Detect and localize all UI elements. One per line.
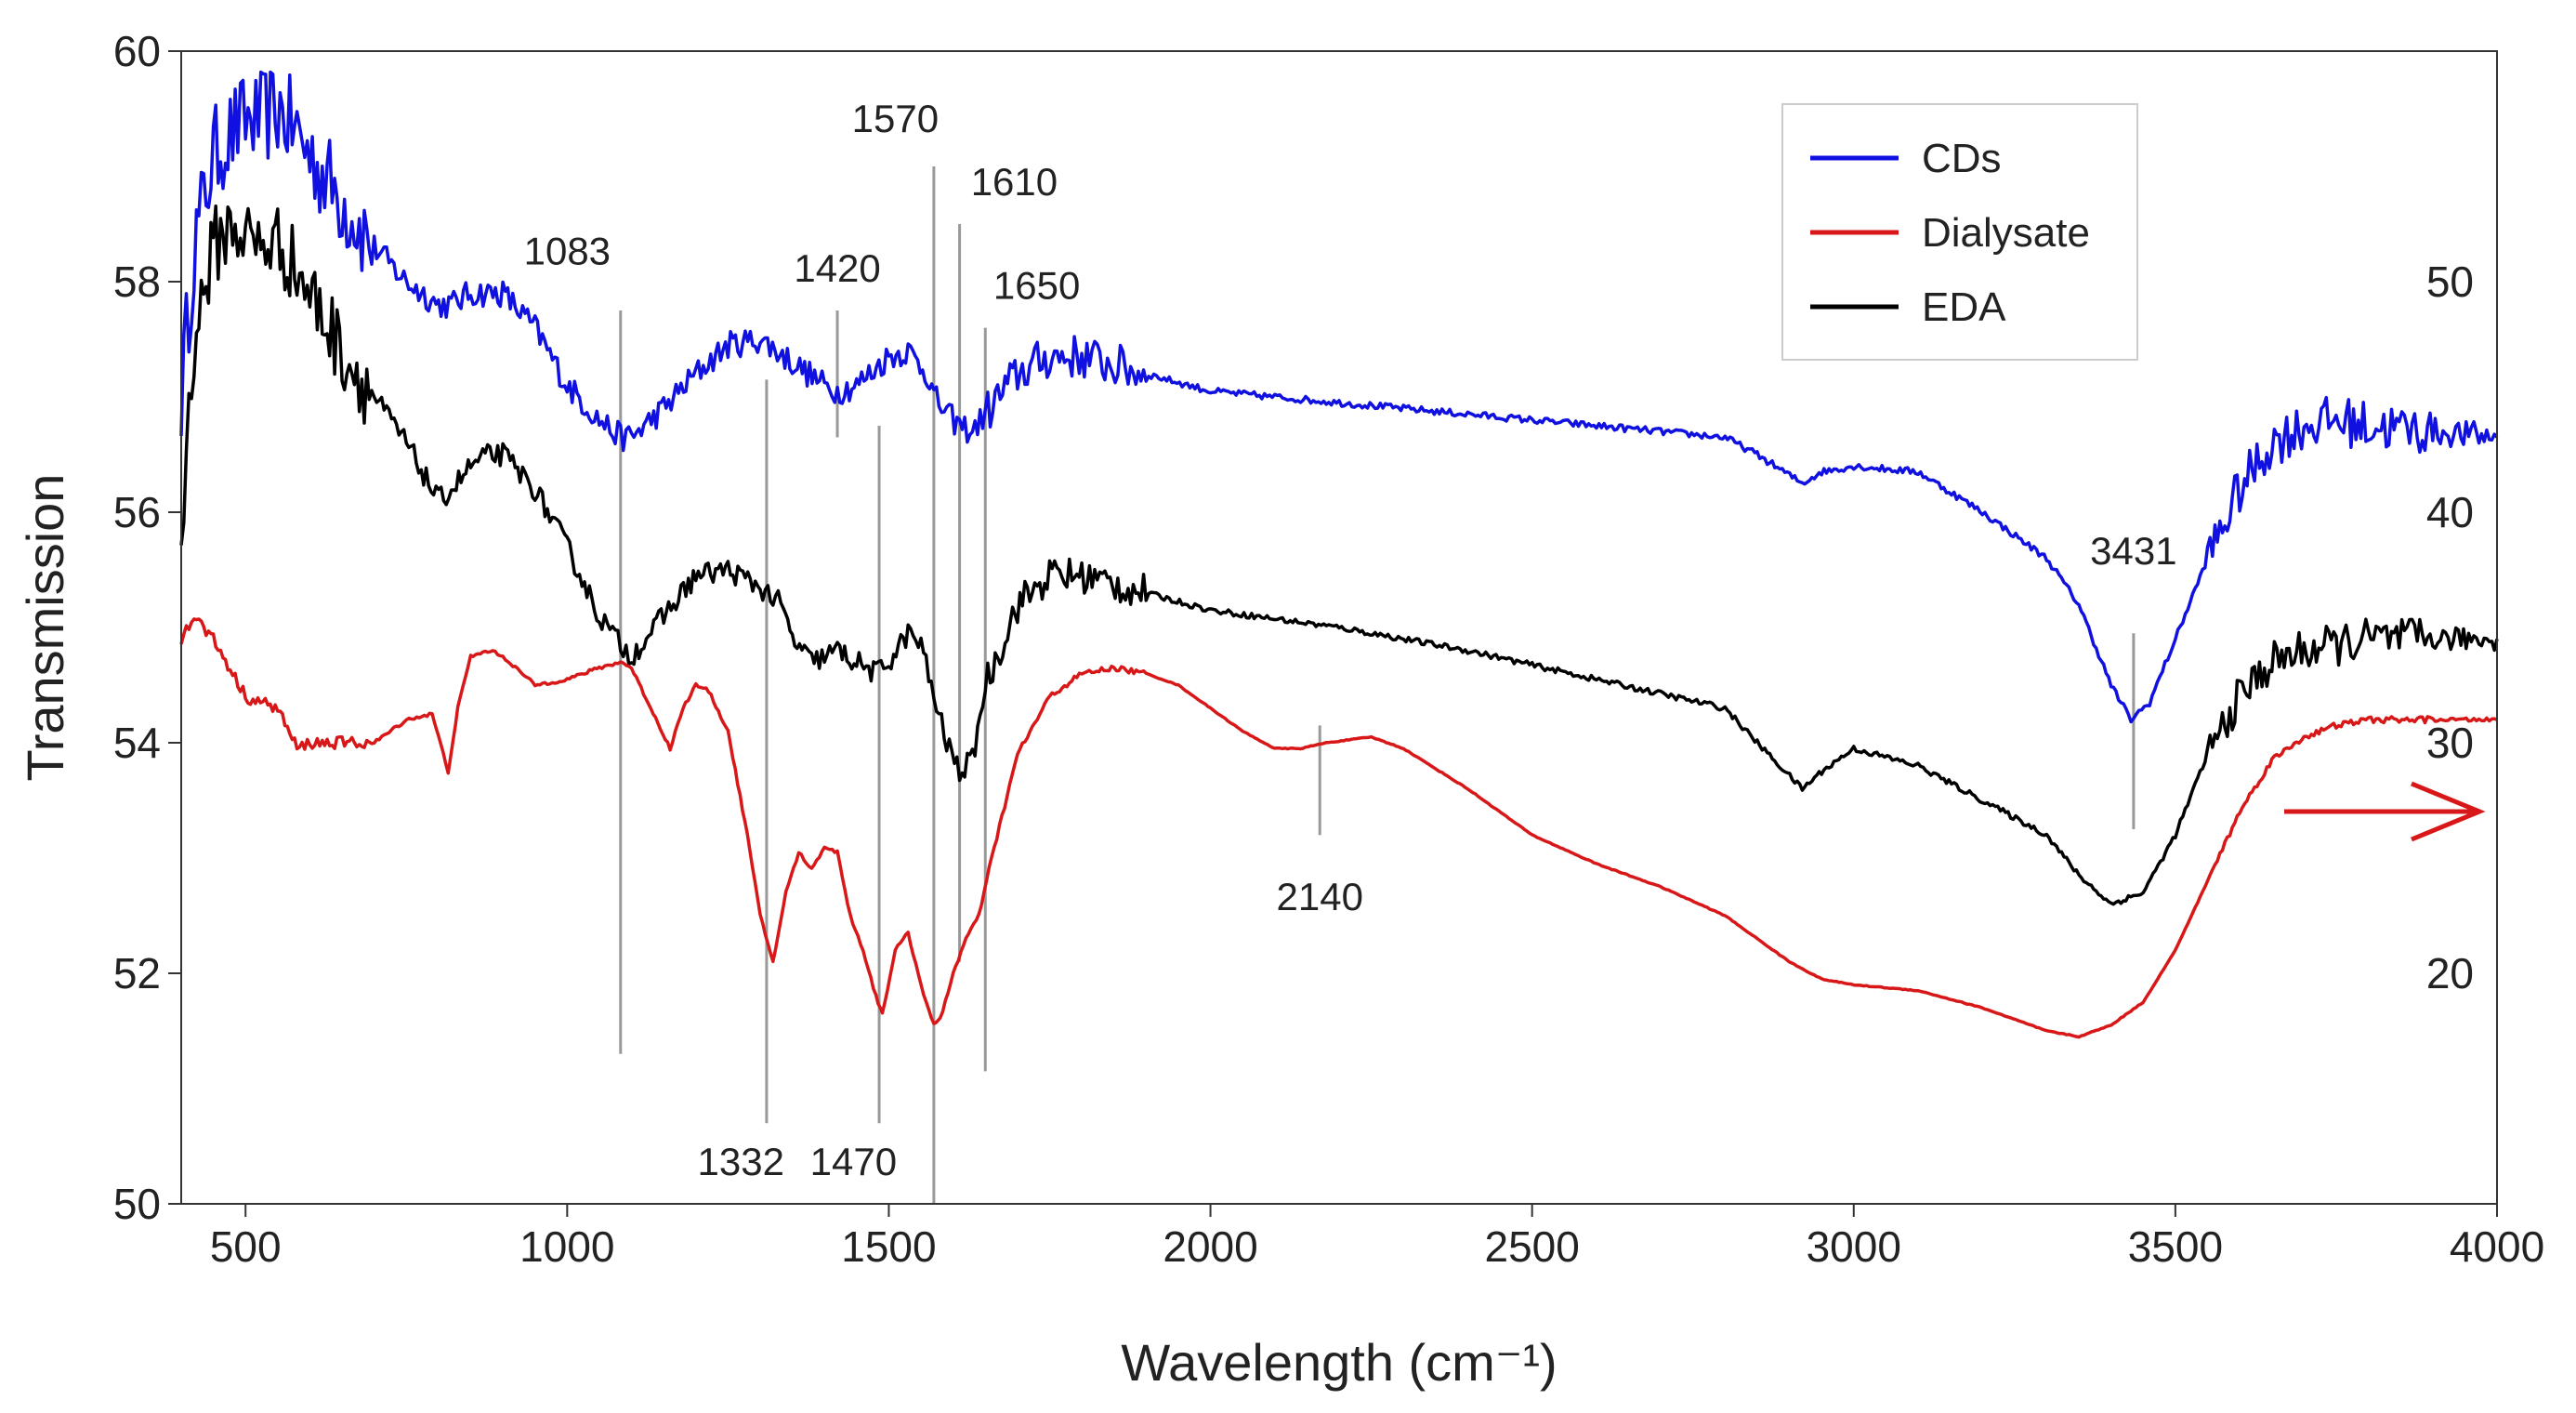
x-tick-label-1000: 1000 — [519, 1222, 614, 1271]
y2-tick-label-30: 30 — [2426, 719, 2474, 767]
peak-label-1083: 1083 — [524, 229, 611, 272]
y2-tick-label-40: 40 — [2426, 488, 2474, 536]
legend-label-dialysate: Dialysate — [1922, 210, 2090, 256]
peak-label-2140: 2140 — [1277, 875, 1363, 918]
plot-frame — [180, 50, 2498, 1205]
series-layer — [179, 70, 2499, 1039]
peak-label-layer: 1083 1332 1420 1470 1570 1610 1650 2140 3431 — [524, 97, 2177, 1183]
peak-label-1470: 1470 — [810, 1140, 897, 1183]
x-tick-label-2500: 2500 — [1484, 1222, 1579, 1271]
peak-label-1610: 1610 — [971, 160, 1058, 204]
x-tick-label-1500: 1500 — [841, 1222, 936, 1271]
peak-label-1420: 1420 — [794, 246, 880, 290]
x-tick-label-3500: 3500 — [2128, 1222, 2223, 1271]
y-tick-label-54: 54 — [113, 719, 161, 767]
y-tick-label-50: 50 — [113, 1180, 161, 1228]
y-axis-label: Transmission — [16, 474, 74, 782]
y-tick-label-58: 58 — [113, 258, 161, 306]
legend-label-cds: CDs — [1922, 136, 2002, 181]
y-tick-label-60: 60 — [113, 27, 161, 75]
y-tick-label-52: 52 — [113, 949, 161, 997]
x-axis-label: Wavelength (cm⁻¹) — [1121, 1333, 1557, 1392]
legend-label-eda: EDA — [1922, 284, 2006, 330]
peak-label-1332: 1332 — [698, 1140, 784, 1183]
peak-label-1570: 1570 — [852, 97, 939, 140]
right-axis-arrow-head — [2411, 781, 2486, 842]
y2-tick-label-50: 50 — [2426, 258, 2474, 306]
x-tick-label-2000: 2000 — [1163, 1222, 1257, 1271]
legend-items: CDs Dialysate EDA — [1810, 136, 2090, 330]
series-line-cds — [179, 70, 2499, 724]
peak-label-1650: 1650 — [993, 264, 1080, 308]
y2-tick-label-20: 20 — [2426, 949, 2474, 997]
x-tick-label-500: 500 — [210, 1222, 282, 1271]
right-axis-arrow — [2284, 781, 2486, 842]
x-tick-label-3000: 3000 — [1807, 1222, 1901, 1271]
legend: CDs Dialysate EDA — [1781, 103, 2138, 361]
series-line-dialysate — [179, 617, 2498, 1039]
y-tick-label-56: 56 — [113, 488, 161, 536]
x-tick-label-4000: 4000 — [2450, 1222, 2544, 1271]
axes-layer: 500 1000 1500 2000 2500 3000 3500 4000 50 52 54 56 5… — [113, 27, 2544, 1271]
peak-label-3431: 3431 — [2090, 529, 2176, 573]
series-line-eda — [179, 205, 2499, 906]
